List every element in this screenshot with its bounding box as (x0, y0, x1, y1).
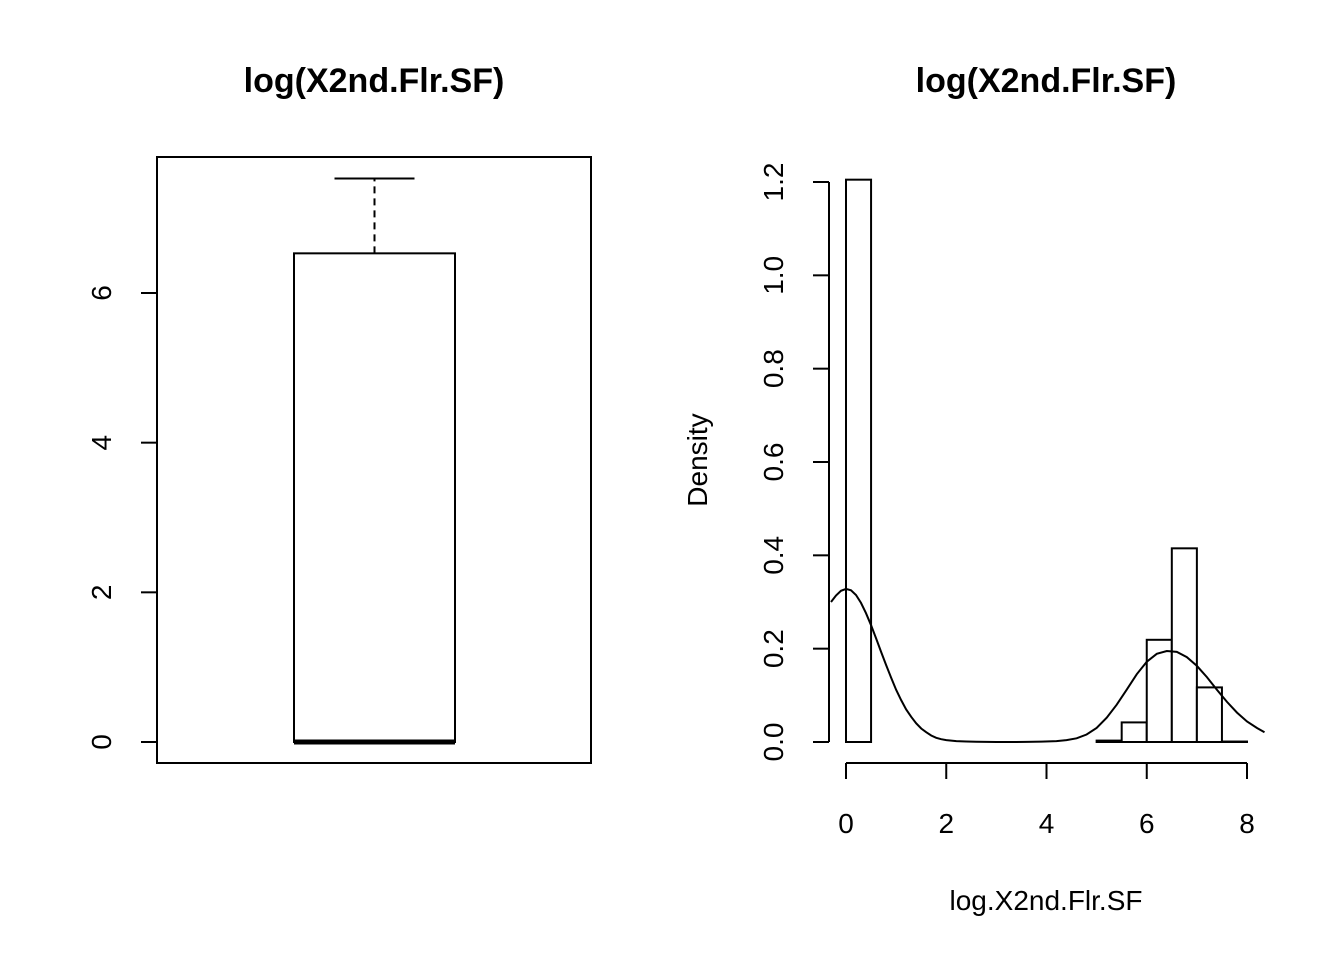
histogram-bar (845, 178, 873, 743)
histogram-y-tick-label: 1.0 (758, 256, 789, 295)
histogram-bar (1095, 739, 1123, 743)
boxplot-y-tick-label: 2 (86, 585, 117, 601)
histogram-y-tick-label: 0.6 (758, 443, 789, 482)
histogram-y-tick-label: 0.4 (758, 536, 789, 575)
boxplot-title: log(X2nd.Flr.SF) (244, 62, 505, 100)
histogram-y-tick-label: 1.2 (758, 163, 789, 202)
histogram-y-ticks: 0.0 0.2 0.4 0.6 0.8 1.0 1.2 (758, 163, 829, 762)
boxplot-body (293, 177, 456, 745)
histogram-bars (845, 178, 1248, 744)
histogram-bar (1120, 721, 1148, 744)
histogram-x-tick-label: 8 (1239, 808, 1255, 839)
boxplot-box (293, 252, 456, 743)
histogram-x-axis-label: log.X2nd.Flr.SF (950, 885, 1143, 916)
histogram-y-axis-label: Density (682, 413, 713, 506)
boxplot-y-tick-label: 4 (86, 435, 117, 451)
boxplot-y-ticks: 0 2 4 6 (86, 285, 157, 750)
histogram-x-tick-label: 0 (838, 808, 854, 839)
boxplot-y-tick-label: 6 (86, 285, 117, 301)
histogram-x-tick-label: 2 (938, 808, 954, 839)
histogram-y-tick-label: 0.2 (758, 629, 789, 668)
histogram-y-tick-label: 0.0 (758, 723, 789, 762)
histogram-bar (1195, 686, 1223, 744)
histogram-x-tick-label: 4 (1039, 808, 1055, 839)
histogram-bar (1145, 638, 1173, 743)
boxplot-panel: log(X2nd.Flr.SF) 0 2 4 6 (86, 62, 592, 764)
histogram-bar (1170, 547, 1198, 743)
histogram-title: log(X2nd.Flr.SF) (916, 62, 1177, 100)
boxplot-y-tick-label: 0 (86, 734, 117, 750)
histogram-panel: log(X2nd.Flr.SF) Density log.X2nd.Flr.SF… (682, 62, 1265, 916)
histogram-x-tick-label: 6 (1139, 808, 1155, 839)
histogram-y-tick-label: 0.8 (758, 349, 789, 388)
density-curve (830, 587, 1265, 743)
histogram-x-ticks: 0 2 4 6 8 (838, 763, 1255, 839)
